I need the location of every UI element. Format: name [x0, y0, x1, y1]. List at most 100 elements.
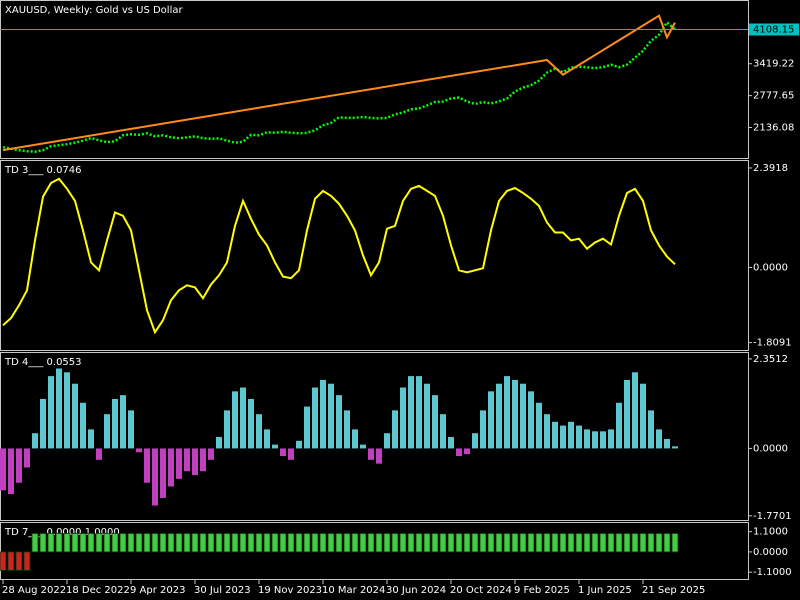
histogram-bar: [408, 376, 414, 449]
histogram-bar: [455, 533, 463, 553]
histogram-bar: [271, 533, 279, 553]
histogram-bar: [552, 421, 558, 449]
pane-border: [0, 0, 749, 159]
histogram-bar: [111, 533, 119, 553]
histogram-bar: [144, 448, 150, 483]
histogram-bar: [487, 533, 495, 553]
histogram-bar: [303, 533, 311, 553]
pane-borders: [0, 0, 749, 580]
x-tick-label: 21 Sep 2025: [642, 585, 705, 596]
histogram-bar: [256, 414, 262, 449]
histogram-bar: [103, 533, 111, 553]
histogram-bar: [479, 533, 487, 553]
histogram-bar: [495, 533, 503, 553]
histogram-bar: [672, 446, 678, 449]
x-tick-label: 28 Aug 2022: [2, 585, 66, 596]
histogram-bar: [72, 383, 78, 449]
histogram-bar: [536, 402, 542, 449]
histogram-bar: [295, 533, 303, 553]
histogram-bar: [344, 410, 350, 449]
histogram-bar: [623, 533, 631, 553]
histogram-bar: [320, 379, 326, 449]
trend-line: [2, 14, 676, 152]
x-tick-label: 19 Nov 2023: [258, 585, 322, 596]
histogram-bar: [160, 448, 166, 498]
x-tick-label: 18 Dec 2022: [66, 585, 130, 596]
histogram-bar: [119, 533, 127, 553]
histogram-bar: [527, 533, 535, 553]
pane-border: [0, 352, 749, 521]
histogram-bar: [607, 533, 615, 553]
histogram-bar: [112, 398, 118, 449]
histogram-bar: [184, 448, 190, 472]
histogram-bar: [7, 551, 15, 571]
histogram-bar: [639, 533, 647, 553]
histogram-bar: [240, 387, 246, 449]
histogram-bar: [312, 387, 318, 449]
histogram-bar: [15, 551, 23, 571]
histogram-bar: [664, 438, 670, 449]
histogram-bar: [80, 402, 86, 449]
histogram-bar: [655, 533, 663, 553]
pane-title: TD 4___ 0.0553: [4, 357, 82, 368]
histogram-bar: [31, 533, 39, 553]
y-tick-label: 2.3512: [753, 354, 788, 365]
histogram-bar: [647, 533, 655, 553]
histogram-bar: [360, 444, 366, 449]
y-tick-label: 3419.22: [753, 59, 794, 70]
histogram-bar: [63, 533, 71, 553]
histogram-bar: [464, 448, 470, 455]
histogram-bar: [127, 533, 135, 553]
histogram-bar: [439, 533, 447, 553]
histogram-bar: [583, 533, 591, 553]
y-tick-label: 2136.08: [753, 123, 794, 134]
histogram-bar: [432, 395, 438, 449]
histogram-bar: [151, 533, 159, 553]
histogram-bar: [88, 429, 94, 449]
histogram-bar: [128, 410, 134, 449]
histogram-bar: [440, 414, 446, 449]
histogram-bar: [159, 533, 167, 553]
y-tick-label: 0.0000: [753, 547, 788, 558]
histogram-bar: [656, 429, 662, 449]
histogram-bar: [600, 431, 606, 449]
histogram-bar: [632, 372, 638, 449]
histogram-bar: [87, 533, 95, 553]
histogram-bar: [95, 533, 103, 553]
histogram-bar: [368, 448, 374, 460]
histogram-bar: [480, 410, 486, 449]
x-tick-label: 9 Apr 2023: [130, 585, 185, 596]
histogram-bar: [248, 398, 254, 449]
histogram-bar: [247, 533, 255, 553]
current-price-label: 4108.15: [753, 24, 794, 35]
histogram-bar: [535, 533, 543, 553]
histogram-bar: [319, 533, 327, 553]
histogram-bar: [456, 448, 462, 457]
histogram-bar: [304, 406, 310, 449]
histogram-bar: [16, 448, 22, 483]
histogram-bar: [288, 448, 294, 460]
histogram-bar: [232, 391, 238, 449]
histogram-bar: [200, 448, 206, 472]
histogram-bar: [191, 533, 199, 553]
pane-title: XAUUSD, Weekly: Gold vs US Dollar: [5, 5, 183, 16]
histogram-bar: [511, 533, 519, 553]
histogram-bar: [207, 533, 215, 553]
y-tick-label: 0.0000: [753, 262, 788, 273]
histogram-bar: [488, 391, 494, 449]
histogram-bar: [215, 533, 223, 553]
histogram-bar: [263, 533, 271, 553]
y-tick-label: 0.0000: [753, 443, 788, 454]
histogram-bar: [272, 444, 278, 449]
histogram-bar: [96, 448, 102, 460]
pane-border: [0, 522, 749, 580]
histogram-bar: [296, 440, 302, 449]
histogram-bar: [616, 402, 622, 449]
histogram-bar: [424, 383, 430, 449]
histogram-bar: [512, 379, 518, 449]
y-tick-label: -1.1000: [753, 567, 792, 578]
histogram-bar: [8, 448, 14, 495]
pane-border: [0, 160, 749, 351]
